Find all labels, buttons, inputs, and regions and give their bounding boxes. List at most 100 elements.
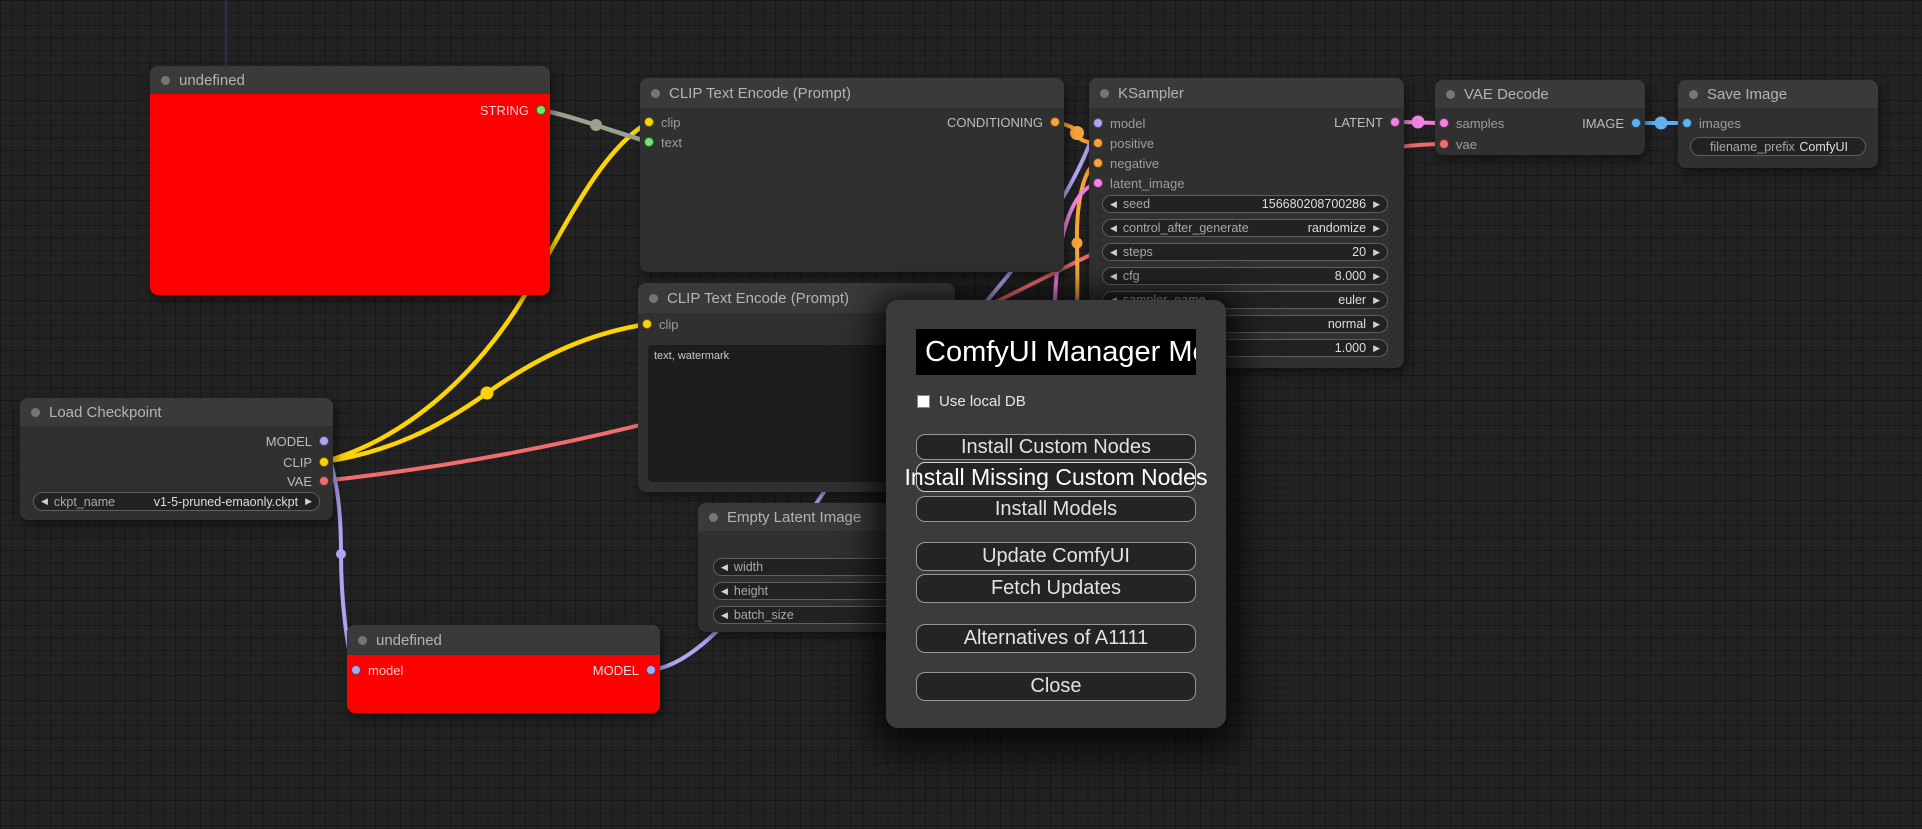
node-collapse-dot[interactable] [1689,89,1698,99]
string-output-port[interactable] [536,105,546,115]
latent-image-input-port[interactable] [1093,178,1103,188]
node-undefined-top[interactable]: undefined STRING [150,66,550,295]
widget-value: 8.000 [1334,269,1367,283]
decrement-arrow-icon[interactable]: ◀ [1110,295,1117,305]
decrement-arrow-icon[interactable]: ◀ [41,496,48,506]
clip-input-port[interactable] [642,319,652,329]
cfg-widget[interactable]: ◀ cfg 8.000 ▶ [1102,267,1388,285]
batch-size-widget[interactable]: ◀ batch_size [713,606,925,624]
node-undefined-bottom[interactable]: undefined model MODEL [347,625,660,713]
model-input-port[interactable] [351,665,361,675]
node-title: CLIP Text Encode (Prompt) [667,289,850,307]
node-collapse-dot[interactable] [709,512,718,522]
ckpt-name-widget[interactable]: ◀ ckpt_name v1-5-pruned-emaonly.ckpt ▶ [33,492,320,511]
decrement-arrow-icon[interactable]: ◀ [721,561,728,572]
port-label: STRING [479,102,529,118]
wire-dot [480,386,494,400]
positive-input-port[interactable] [1093,138,1103,148]
port-label: model [368,662,404,678]
install-custom-nodes-button[interactable]: Install Custom Nodes [916,434,1196,460]
use-local-db-row[interactable]: Use local DB [917,393,1026,410]
clip-output-port[interactable] [319,457,329,467]
port-label: images [1699,115,1741,131]
node-collapse-dot[interactable] [31,407,40,417]
use-local-db-checkbox[interactable] [917,395,930,408]
node-collapse-dot[interactable] [161,75,170,85]
node-collapse-dot[interactable] [649,293,658,303]
vae-output-port[interactable] [319,476,329,486]
node-title-bar[interactable]: CLIP Text Encode (Prompt) [640,78,1064,108]
node-collapse-dot[interactable] [1100,88,1109,98]
alternatives-of-a1111-button[interactable]: Alternatives of A1111 [916,624,1196,653]
model-output-port[interactable] [319,436,329,446]
decrement-arrow-icon[interactable]: ◀ [1110,198,1117,209]
widget-value: normal [1327,317,1367,331]
node-vae-decode[interactable]: VAE Decode samples vae IMAGE [1435,80,1645,155]
height-widget[interactable]: ◀ height [713,582,925,600]
node-collapse-dot[interactable] [651,88,660,98]
decrement-arrow-icon[interactable]: ◀ [1110,246,1117,257]
node-title: VAE Decode [1464,85,1549,103]
filename-prefix-widget[interactable]: filename_prefix ComfyUI [1690,137,1866,156]
decrement-arrow-icon[interactable]: ◀ [721,609,728,620]
node-title: CLIP Text Encode (Prompt) [669,84,852,102]
decrement-arrow-icon[interactable]: ◀ [1110,222,1117,233]
node-title-bar[interactable]: Load Checkpoint [20,398,333,426]
increment-arrow-icon[interactable]: ▶ [305,496,312,506]
port-label: MODEL [592,662,639,678]
fetch-updates-button[interactable]: Fetch Updates [916,574,1196,603]
decrement-arrow-icon[interactable]: ◀ [1110,270,1117,281]
seed-widget[interactable]: ◀ seed 156680208700286 ▶ [1102,195,1388,213]
port-label: vae [1456,136,1477,152]
increment-arrow-icon[interactable]: ▶ [1373,270,1380,281]
increment-arrow-icon[interactable]: ▶ [1373,222,1380,233]
clip-input-port[interactable] [644,117,654,127]
port-label: latent_image [1110,175,1185,191]
node-title: Load Checkpoint [49,403,162,421]
install-models-button[interactable]: Install Models [916,496,1196,522]
text-input-port[interactable] [644,137,654,147]
node-collapse-dot[interactable] [358,635,367,645]
wire-dot [1411,115,1425,129]
samples-input-port[interactable] [1439,118,1449,128]
install-missing-custom-nodes-button[interactable]: Install Missing Custom Nodes [905,462,1207,492]
increment-arrow-icon[interactable]: ▶ [1373,246,1380,257]
latent-output-port[interactable] [1390,117,1400,127]
negative-input-port[interactable] [1093,158,1103,168]
node-save-image[interactable]: Save Image images filename_prefix ComfyU… [1678,80,1878,168]
decrement-arrow-icon[interactable]: ◀ [721,585,728,596]
conditioning-output-port[interactable] [1050,117,1060,127]
node-load-checkpoint[interactable]: Load Checkpoint MODEL CLIP VAE ◀ ckpt_na… [20,398,333,520]
control-after-generate-widget[interactable]: ◀ control_after_generate randomize ▶ [1102,219,1388,237]
comfyui-manager-menu-dialog: ComfyUI Manager Menu Use local DB Instal… [886,300,1226,728]
image-output-port[interactable] [1631,118,1641,128]
node-title-bar[interactable]: Save Image [1678,80,1878,108]
increment-arrow-icon[interactable]: ▶ [1373,342,1380,353]
node-title-bar[interactable]: undefined [347,625,660,655]
node-collapse-dot[interactable] [1446,89,1455,99]
node-clip-text-encode-positive[interactable]: CLIP Text Encode (Prompt) clip text COND… [640,78,1064,272]
node-title: KSampler [1118,84,1184,102]
widget-label: ckpt_name [53,494,116,509]
steps-widget[interactable]: ◀ steps 20 ▶ [1102,243,1388,261]
node-title: Save Image [1707,85,1788,103]
model-input-port[interactable] [1093,118,1103,128]
dialog-title: ComfyUI Manager Menu [916,329,1196,375]
increment-arrow-icon[interactable]: ▶ [1373,294,1380,305]
port-label: IMAGE [1582,115,1624,131]
node-title-bar[interactable]: undefined [150,66,550,94]
update-comfyui-button[interactable]: Update ComfyUI [916,542,1196,571]
vae-input-port[interactable] [1439,139,1449,149]
model-output-port[interactable] [646,665,656,675]
wire-clip-1 [322,120,651,465]
increment-arrow-icon[interactable]: ▶ [1373,198,1380,209]
images-input-port[interactable] [1682,118,1692,128]
node-title-bar[interactable]: VAE Decode [1435,80,1645,108]
increment-arrow-icon[interactable]: ▶ [1373,318,1380,329]
wire-dot [1071,237,1083,249]
node-title-bar[interactable]: KSampler [1089,78,1404,108]
wire-dot [590,119,602,131]
close-button[interactable]: Close [916,672,1196,701]
node-title: undefined [179,71,245,89]
